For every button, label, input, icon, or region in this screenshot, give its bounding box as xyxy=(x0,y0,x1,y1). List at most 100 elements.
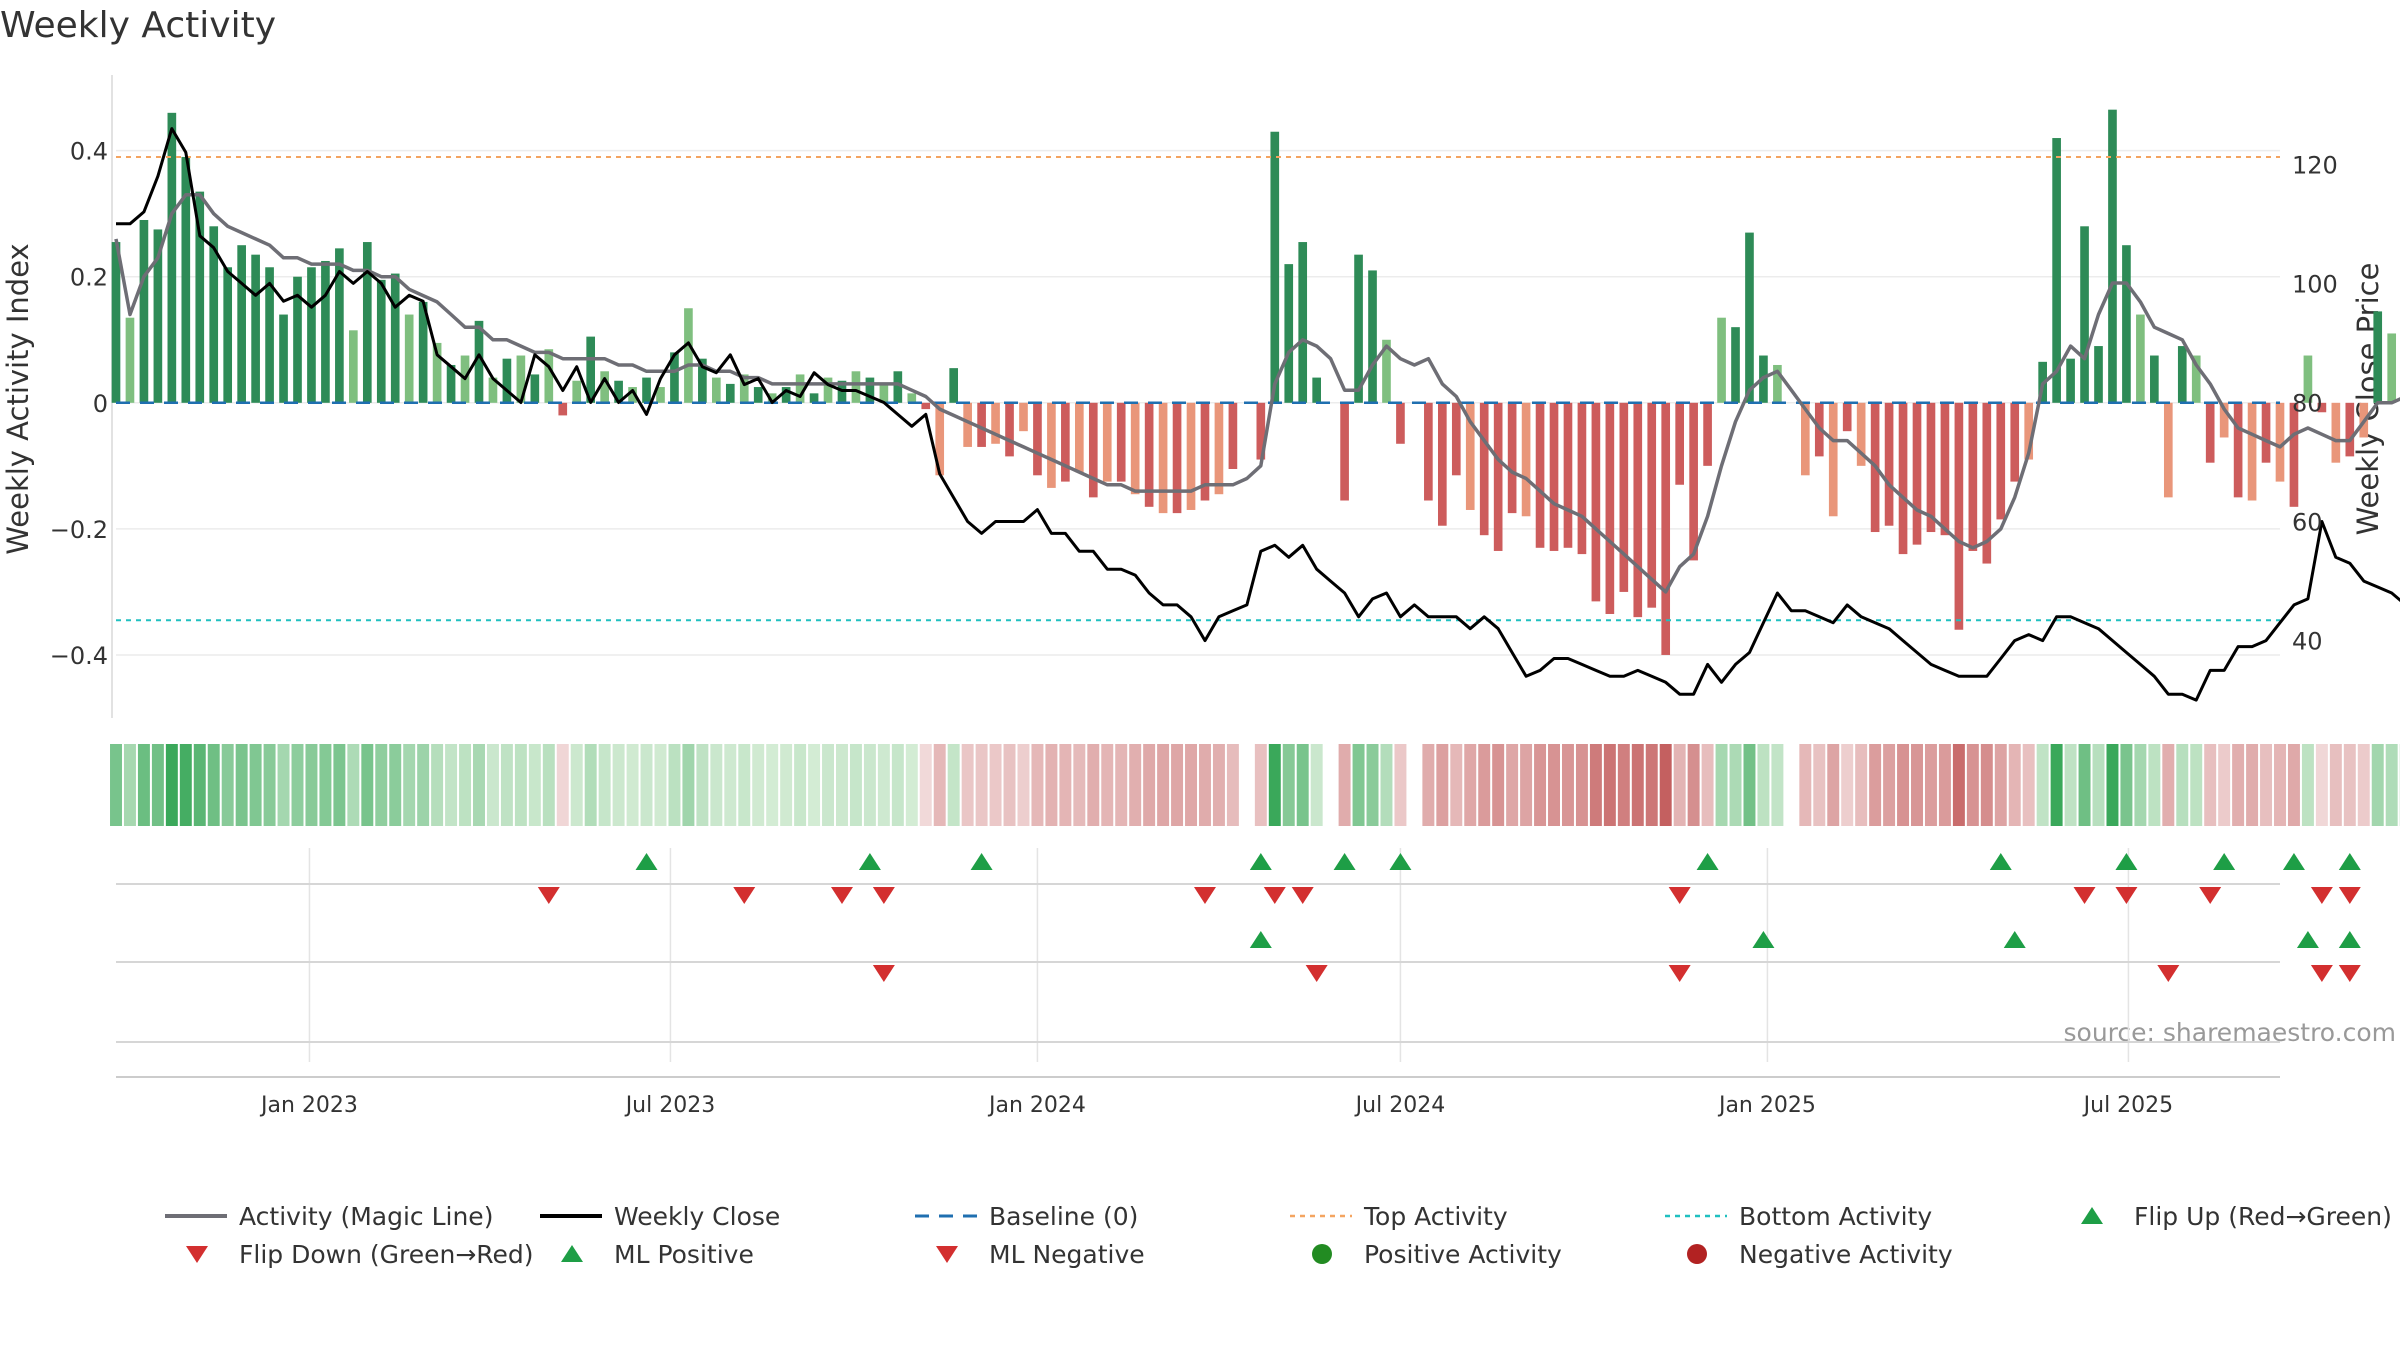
activity-bar xyxy=(488,377,498,403)
x-axis: Jan 2023 Jul 2023 Jan 2024 Jul 2024 Jan 2025… xyxy=(259,1093,2173,1118)
activity-bar xyxy=(1675,402,1684,485)
activity-bar xyxy=(2373,311,2383,403)
heat-cell xyxy=(1729,744,1742,826)
flip-up-marker xyxy=(2338,931,2361,948)
activity-bar xyxy=(1717,317,1726,403)
heat-cell xyxy=(1715,744,1728,826)
legend-swatch-pos xyxy=(1312,1244,1332,1264)
heat-cell xyxy=(1994,744,2007,826)
activity-bar xyxy=(2247,402,2257,501)
heat-cell xyxy=(207,744,220,826)
activity-bar xyxy=(1647,402,1657,608)
y-tick-right-label: 40 xyxy=(2292,628,2323,656)
activity-bar xyxy=(572,380,582,403)
activity-bar xyxy=(1842,402,1852,432)
heat-cell xyxy=(654,744,667,826)
heat-cell xyxy=(1813,744,1826,826)
x-tick-label: Jan 2023 xyxy=(259,1093,358,1118)
legend-label: Negative Activity xyxy=(1739,1240,1953,1269)
activity-bar xyxy=(2177,346,2187,403)
activity-bar xyxy=(949,368,959,403)
flip-down-marker xyxy=(2310,965,2333,982)
heat-cell xyxy=(1282,744,1295,826)
heat-cell xyxy=(570,744,583,826)
activity-bar xyxy=(2387,333,2397,403)
activity-bar xyxy=(1619,402,1629,592)
activity-bar xyxy=(1521,402,1531,517)
heat-cell xyxy=(1506,744,1519,826)
activity-bar xyxy=(642,377,651,403)
heat-cell xyxy=(2315,744,2328,826)
heat-cell xyxy=(1617,744,1630,826)
legend-label: Positive Activity xyxy=(1364,1240,1562,1269)
activity-bar xyxy=(265,267,274,403)
flip-down-marker xyxy=(2115,887,2138,904)
heat-cell xyxy=(110,744,122,826)
legend-item-flip_up: Flip Up (Red→Green) xyxy=(2081,1202,2392,1231)
heat-cell xyxy=(1352,744,1365,826)
y-tick-right-label: 60 xyxy=(2292,509,2323,537)
activity-bar xyxy=(474,320,484,403)
heat-cell xyxy=(1924,744,1937,826)
heat-cell xyxy=(961,744,974,826)
heat-cell xyxy=(975,744,988,826)
signal-strips xyxy=(116,848,2361,1078)
activity-bar xyxy=(1116,402,1126,482)
heat-cell xyxy=(2162,744,2175,826)
heat-cell xyxy=(542,744,555,826)
legend-item-baseline: Baseline (0) xyxy=(915,1202,1138,1231)
activity-bar xyxy=(2136,314,2145,403)
heat-cell xyxy=(2176,744,2189,826)
flip-up-marker xyxy=(1696,853,1719,870)
activity-bar xyxy=(1451,402,1461,476)
heat-cell xyxy=(1534,744,1547,826)
heat-cell xyxy=(137,744,150,826)
y-tick-left-label: 0.4 xyxy=(70,138,108,166)
heat-cell xyxy=(2371,744,2384,826)
heat-cell xyxy=(1492,744,1505,826)
heat-cell xyxy=(2064,744,2077,826)
flip-down-marker xyxy=(830,887,853,904)
activity-bar xyxy=(809,393,819,403)
heat-cell xyxy=(556,744,569,826)
heat-cell xyxy=(445,744,458,826)
activity-bar xyxy=(1465,402,1475,510)
heat-cell xyxy=(1771,744,1784,826)
heat-cell xyxy=(2204,744,2217,826)
activity-bar xyxy=(293,276,302,403)
heat-cell xyxy=(794,744,807,826)
heat-cell xyxy=(375,744,388,826)
heat-cell xyxy=(2357,744,2370,826)
y-ticks: 0.4 0.2 0 −0.2 −0.4 120 100 80 60 40 xyxy=(50,138,2338,670)
heat-cell xyxy=(2120,744,2133,826)
heat-cell xyxy=(682,744,695,826)
heat-cell xyxy=(361,744,374,826)
activity-bar xyxy=(516,355,526,403)
flip-down-marker xyxy=(872,887,895,904)
heat-cell xyxy=(1841,744,1854,826)
heat-cell xyxy=(1589,744,1602,826)
heat-cell xyxy=(1422,744,1435,826)
activity-bar xyxy=(418,301,428,403)
heat-cell xyxy=(333,744,346,826)
activity-bar xyxy=(1954,402,1964,630)
heat-cell xyxy=(1185,744,1197,826)
heat-cell xyxy=(486,744,499,826)
activity-bar xyxy=(167,112,177,403)
activity-bar xyxy=(223,267,233,403)
activity-bar xyxy=(1102,402,1112,482)
activity-lines xyxy=(114,127,2400,702)
legend-label: Top Activity xyxy=(1363,1202,1508,1231)
weekly-close-line xyxy=(116,127,2400,702)
activity-bar xyxy=(125,317,135,403)
heat-cell xyxy=(319,744,332,826)
flip-up-marker xyxy=(2296,931,2319,948)
heat-cell xyxy=(514,744,527,826)
activity-bar xyxy=(1019,402,1028,432)
heat-cell xyxy=(1673,744,1686,826)
activity-bar xyxy=(1968,402,1978,551)
heat-cell xyxy=(2106,744,2119,826)
activity-bar xyxy=(670,352,679,403)
flip-down-marker xyxy=(1668,887,1691,904)
activity-bar xyxy=(935,402,945,476)
